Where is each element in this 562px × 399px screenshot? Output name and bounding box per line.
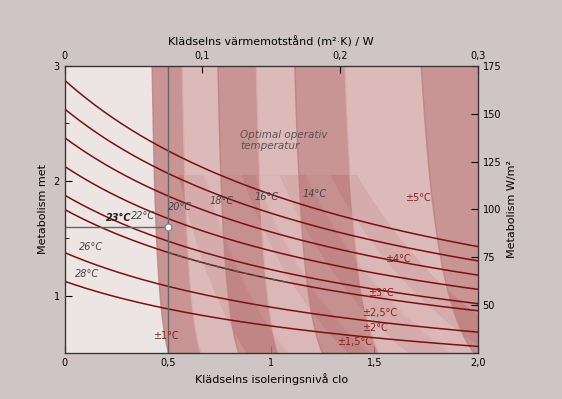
Text: ±1°C: ±1°C bbox=[153, 331, 179, 341]
X-axis label: Klädselns isoleringsnivå clo: Klädselns isoleringsnivå clo bbox=[194, 373, 348, 385]
Text: 14°C: 14°C bbox=[302, 189, 327, 199]
Y-axis label: Metabolism met: Metabolism met bbox=[38, 164, 48, 255]
Text: 28°C: 28°C bbox=[75, 269, 99, 279]
Text: ±1,5°C: ±1,5°C bbox=[337, 337, 372, 347]
Text: Optimal operativ
temperatur: Optimal operativ temperatur bbox=[240, 130, 328, 151]
Text: ±5°C: ±5°C bbox=[405, 193, 431, 203]
Text: ±2°C: ±2°C bbox=[362, 323, 388, 333]
Text: 16°C: 16°C bbox=[255, 192, 279, 202]
Text: 22°C: 22°C bbox=[131, 211, 155, 221]
Text: ±3°C: ±3°C bbox=[368, 288, 394, 298]
Text: 18°C: 18°C bbox=[209, 196, 233, 206]
Text: 26°C: 26°C bbox=[79, 242, 103, 252]
Text: ±2,5°C: ±2,5°C bbox=[362, 308, 397, 318]
X-axis label: Klädselns värmemotstånd (m²·K) / W: Klädselns värmemotstånd (m²·K) / W bbox=[169, 36, 374, 47]
Text: ±4°C: ±4°C bbox=[385, 254, 410, 264]
Text: 20°C: 20°C bbox=[168, 202, 192, 212]
Text: 23°C: 23°C bbox=[106, 213, 132, 223]
Y-axis label: Metabolism W/m²: Metabolism W/m² bbox=[507, 160, 516, 259]
